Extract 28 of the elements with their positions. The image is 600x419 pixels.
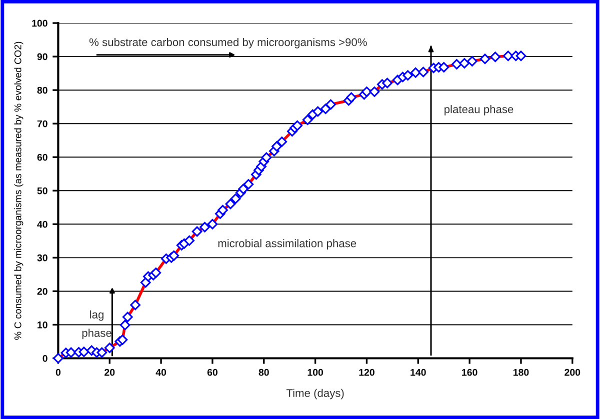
annotation: lag phase — [82, 310, 112, 340]
x-tick-label: 0 — [56, 368, 61, 376]
x-tick-label: 160 — [462, 368, 478, 376]
y-tick-label: 50 — [37, 187, 48, 194]
y-tick-label: 70 — [37, 120, 48, 128]
y-tick-label: 10 — [38, 321, 48, 328]
x-tick-label: 60 — [207, 368, 218, 376]
x-tick-label: 80 — [258, 368, 269, 376]
x-axis-title: Time (days) — [286, 388, 344, 400]
x-tick-label: 140 — [410, 368, 426, 376]
y-tick-label: 100 — [32, 20, 48, 27]
y-tick-label: 60 — [37, 154, 48, 161]
x-tick-label: 40 — [156, 368, 166, 376]
x-tick-label: 200 — [564, 368, 580, 376]
x-tick-label: 20 — [104, 368, 115, 376]
y-tick-label: 20 — [37, 288, 48, 295]
x-tick-label: 120 — [359, 368, 374, 376]
y-axis-title: % C consumed by microorganisms (as measured by % evolved CO2) — [14, 42, 24, 340]
x-tick-label: 180 — [513, 368, 529, 376]
annotation: microbial assimilation phase — [218, 239, 356, 250]
annotation: plateau phase — [444, 105, 514, 116]
y-tick-label: 90 — [37, 53, 48, 60]
y-tick-label: 80 — [37, 86, 48, 94]
y-tick-label: 30 — [37, 254, 48, 262]
y-tick-label: 40 — [37, 220, 48, 228]
annotation: % substrate carbon consumed by microorganisms >90% — [89, 38, 367, 48]
x-tick-label: 100 — [308, 368, 324, 376]
y-tick-label: 0 — [42, 354, 48, 362]
